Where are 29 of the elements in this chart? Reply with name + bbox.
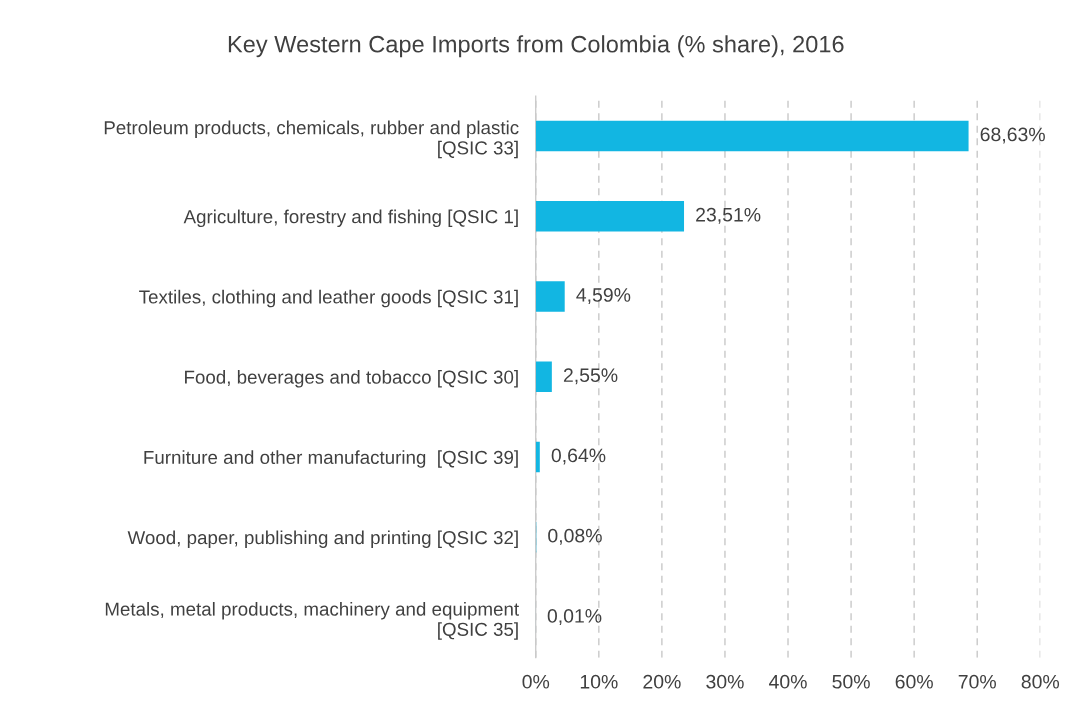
data-label: 23,51% [696, 207, 761, 224]
bar [535, 120, 969, 152]
x-tick-label: 40% [769, 674, 807, 689]
data-label: 0,64% [551, 448, 606, 465]
data-label: 4,59% [576, 288, 631, 305]
chart-title: Key Western Cape Imports from Colombia (% share), 2016 [228, 35, 844, 58]
x-tick-label: 50% [832, 674, 870, 689]
y-tick-label: Agriculture, forestry and fishing [QSIC 1] [183, 209, 518, 228]
y-tick-label: Wood, paper, publishing and printing [QSIC 32] [127, 530, 518, 548]
data-label: 0,08% [548, 528, 602, 545]
bar [535, 201, 685, 232]
data-label: 68,63% [980, 127, 1045, 144]
y-tick-label: Metals, metal products, machinery and equipment [QSIC 35] [105, 602, 519, 640]
bar [535, 361, 552, 393]
y-tick-label: Textiles, clothing and leather goods [QSIC 31] [139, 289, 518, 308]
x-tick-label: 60% [895, 674, 933, 689]
x-tick-label: 10% [580, 674, 618, 689]
bar [535, 441, 540, 473]
x-tick-label: 70% [958, 674, 996, 689]
x-tick-label: 0% [522, 674, 550, 689]
y-tick-label: Furniture and other manufacturing [QSIC 39] [144, 450, 518, 468]
y-tick-label: Food, beverages and tobacco [QSIC 30] [185, 370, 518, 388]
data-label: 0,01% [547, 609, 602, 626]
x-tick-label: 30% [706, 674, 744, 689]
x-tick-label: 20% [643, 674, 681, 689]
bar [535, 281, 565, 312]
x-tick-label: 80% [1021, 674, 1060, 689]
y-tick-label: Petroleum products, chemicals, rubber and plastic [QSIC 33] [104, 120, 519, 159]
data-label: 2,55% [563, 368, 618, 385]
